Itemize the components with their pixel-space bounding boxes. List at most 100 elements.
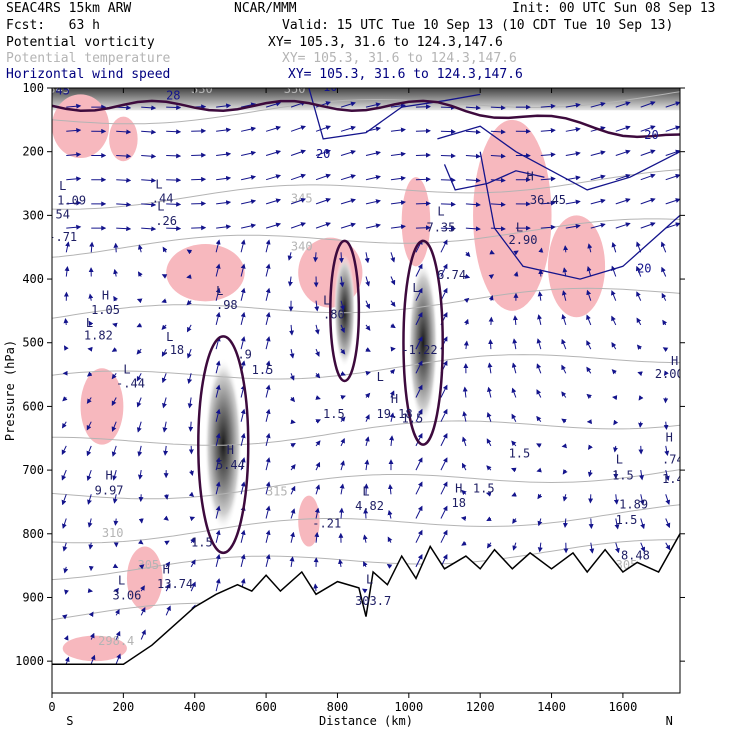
wind-vector	[240, 408, 246, 422]
wind-vector	[561, 418, 567, 424]
wind-vector	[63, 345, 69, 351]
wind-vector	[111, 347, 118, 352]
wind-vector	[289, 349, 295, 359]
wind-vector	[186, 324, 192, 333]
wind-vector	[136, 397, 142, 408]
wind-vector	[387, 484, 393, 495]
theta-label: 350	[284, 82, 306, 96]
wind-vector	[363, 508, 369, 519]
wind-vector	[665, 125, 680, 132]
valid-time: Valid: 15 UTC Tue 10 Sep 13 (10 CDT Tue …	[282, 18, 674, 33]
wind-vector	[314, 300, 320, 312]
wind-vector	[363, 561, 368, 568]
pv-annotation: L	[412, 281, 419, 295]
wind-vector	[665, 518, 671, 529]
wind-vector	[315, 222, 331, 229]
theta-label: 330	[191, 82, 213, 96]
wind-vector	[289, 396, 296, 403]
wind-vector	[315, 440, 321, 447]
x-end-label-north: N	[666, 714, 673, 728]
wind-vector	[112, 494, 118, 504]
pv-annotation: L	[216, 284, 223, 298]
wind-vector	[415, 225, 431, 231]
wind-vector	[86, 445, 92, 457]
wind-vector	[665, 173, 680, 181]
wind-vector	[289, 373, 295, 381]
wind-vector	[490, 177, 506, 183]
wind-vector	[240, 457, 246, 471]
wind-vector	[88, 611, 94, 618]
wind-vector	[563, 245, 569, 253]
wind-vector	[215, 505, 221, 519]
wind-vector	[415, 152, 431, 158]
wind-vector	[265, 239, 271, 253]
wind-vector	[390, 252, 396, 263]
wind-vector	[511, 413, 517, 422]
pv-annotation: 1.5	[402, 411, 424, 425]
wind-vector	[665, 542, 671, 551]
wind-vector	[141, 202, 157, 208]
wind-label: 20	[644, 128, 658, 142]
pv-annotation: 3.06	[112, 588, 141, 602]
wind-vector	[364, 252, 370, 264]
wind-vector	[265, 311, 271, 326]
wind-vector	[440, 481, 448, 495]
wind-vector	[290, 443, 296, 448]
wind-vector	[415, 529, 423, 543]
wind-vector	[661, 266, 667, 277]
pv-contour	[197, 335, 250, 555]
wind-vector	[565, 199, 581, 205]
wind-vector	[265, 553, 271, 568]
wind-vector	[290, 464, 296, 471]
pink-region	[298, 495, 320, 547]
theta-label: 340	[291, 239, 313, 253]
wind-vector	[216, 127, 232, 133]
wind-vector	[440, 457, 448, 471]
wind-vector	[365, 150, 381, 156]
wind-label: .45	[48, 83, 70, 97]
wind-vector	[63, 635, 69, 641]
wind-vector	[415, 128, 431, 134]
theta-contour	[52, 420, 680, 446]
wind-vector	[215, 457, 221, 471]
wind-vector	[290, 173, 307, 181]
pv-annotation: .26	[155, 214, 177, 228]
wind-vector	[315, 173, 331, 181]
wind-vector	[590, 222, 606, 229]
forecast-hour: Fcst: 63 h	[6, 18, 100, 33]
wind-vector	[490, 226, 506, 232]
wind-vector	[162, 246, 168, 253]
theta-contour	[52, 354, 680, 380]
wind-vector	[111, 397, 117, 406]
wind-vector	[216, 151, 232, 157]
wind-vector	[265, 287, 271, 301]
wind-vector	[66, 127, 82, 133]
theta-contour	[52, 469, 680, 500]
theta-label: 345	[48, 82, 70, 96]
wind-vector	[639, 494, 645, 506]
pv-annotation: L	[118, 574, 125, 588]
wind-vector	[315, 461, 321, 471]
pv-annotation: H	[671, 354, 678, 368]
wind-vector	[588, 518, 594, 530]
wind-vector	[415, 312, 423, 326]
wind-vector	[61, 469, 67, 481]
wind-vector	[216, 103, 232, 109]
wind-vector	[265, 125, 282, 132]
pv-annotation: .18	[162, 343, 184, 357]
wind-vector	[215, 553, 221, 568]
wind-vector	[462, 411, 468, 422]
wind-vector	[339, 507, 344, 519]
wind-vector	[314, 507, 320, 519]
wind-vector	[615, 222, 631, 229]
wind-vector	[89, 241, 95, 253]
pv-annotation: H	[105, 469, 112, 483]
pv-annotation: -.21	[312, 516, 341, 530]
pv-annotation: 1.5	[323, 407, 345, 421]
wind-vector	[665, 149, 680, 156]
wind-vector	[660, 241, 667, 253]
wind-label: 20	[637, 262, 651, 276]
y-tick-label: 100	[22, 81, 44, 95]
wind-vector	[636, 241, 642, 253]
wind-vector	[511, 491, 517, 497]
